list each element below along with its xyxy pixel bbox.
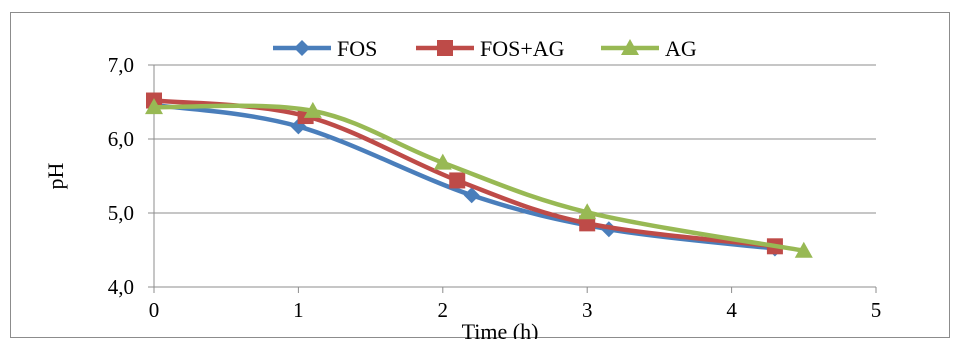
data-point-fos-ag — [449, 172, 466, 189]
series — [145, 92, 813, 258]
data-point-ag — [433, 153, 452, 170]
legend-marker-ag — [621, 39, 639, 55]
x-tick-label: 5 — [871, 298, 882, 322]
data-point-ag — [578, 203, 597, 220]
y-axis-title: pH — [43, 162, 68, 189]
y-tick-label: 7,0 — [108, 53, 134, 77]
y-tick-label: 4,0 — [108, 275, 134, 299]
axes: 4,0 5,0 6,0 7,0 0 1 2 3 4 5 — [108, 53, 882, 322]
line-chart: 4,0 5,0 6,0 7,0 0 1 2 3 4 5 FOS FOS+AG AG pH Time (… — [43, 36, 882, 339]
data-point-ag — [794, 241, 813, 258]
x-tick-label: 2 — [438, 298, 449, 322]
data-point-ag — [303, 101, 322, 118]
legend-label-fos: FOS — [337, 36, 377, 61]
x-tick-label: 3 — [582, 298, 593, 322]
data-point-fos — [463, 187, 480, 204]
legend-marker-fos-ag — [437, 40, 453, 56]
data-point-ag — [145, 98, 163, 115]
x-tick-label: 1 — [293, 298, 304, 322]
legend-item-fos: FOS — [273, 36, 377, 61]
x-tick-label: 0 — [149, 298, 160, 322]
data-point-fos-ag — [579, 215, 596, 232]
series-line-ag — [151, 103, 807, 253]
gridlines — [154, 64, 876, 214]
x-tick-label: 4 — [726, 298, 737, 322]
x-axis-title: Time (h) — [462, 319, 539, 339]
series-ag — [145, 98, 813, 258]
y-tick-label: 6,0 — [108, 127, 134, 151]
legend: FOS FOS+AG AG — [273, 36, 697, 61]
legend-item-fos-ag: FOS+AG — [416, 36, 565, 61]
legend-item-ag: AG — [601, 36, 697, 61]
legend-marker-fos — [294, 40, 310, 56]
legend-label-fos-ag: FOS+AG — [480, 36, 565, 61]
legend-label-ag: AG — [665, 36, 697, 61]
y-tick-label: 5,0 — [108, 201, 134, 225]
chart-frame: 4,0 5,0 6,0 7,0 0 1 2 3 4 5 FOS FOS+AG AG pH Time (… — [10, 12, 950, 339]
